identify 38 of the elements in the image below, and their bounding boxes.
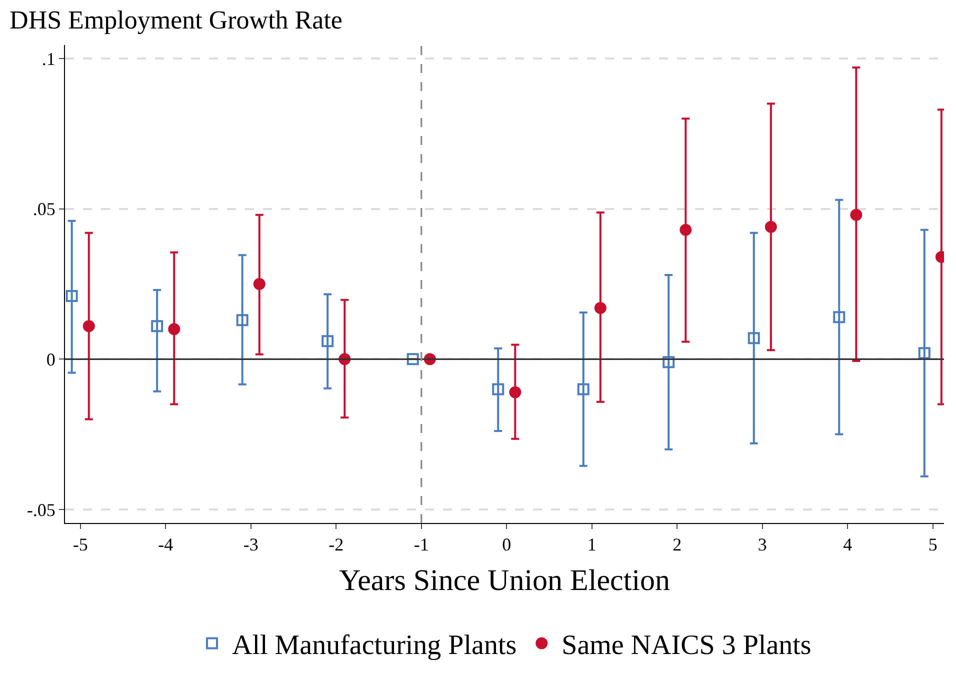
x-tick-label: 5 <box>928 534 938 555</box>
x-axis-title: Years Since Union Election <box>338 564 670 598</box>
point <box>66 290 78 302</box>
point <box>577 383 590 396</box>
point <box>748 332 760 344</box>
x-tick-label: -2 <box>328 534 344 555</box>
point <box>764 220 777 233</box>
x-tick-label: 3 <box>758 534 767 555</box>
x-tick-label: -4 <box>158 534 174 555</box>
point <box>833 311 846 324</box>
x-tick-label: 0 <box>502 534 512 555</box>
point <box>509 386 522 398</box>
chart-title: DHS Employment Growth Rate <box>10 5 342 34</box>
point <box>680 224 692 236</box>
point <box>253 278 266 290</box>
x-tick-label: -3 <box>243 534 258 555</box>
y-tick-label: -.05 <box>26 500 56 520</box>
x-tick-label: 4 <box>843 534 852 555</box>
point <box>850 208 862 221</box>
x-tick-label: -5 <box>72 534 88 555</box>
point <box>594 302 606 314</box>
y-tick-label: .1 <box>42 48 56 69</box>
point <box>322 335 334 348</box>
y-tick-label: 0 <box>46 349 56 370</box>
x-tick-label: -1 <box>414 534 429 555</box>
point <box>662 356 675 368</box>
point <box>492 383 504 396</box>
x-tick-label: 2 <box>672 534 682 555</box>
legend-label: Same NAICS 3 Plants <box>562 630 812 662</box>
legend-label: All Manufacturing Plants <box>232 630 517 662</box>
point <box>918 347 930 360</box>
x-tick-label: 1 <box>587 534 596 555</box>
point <box>168 323 180 336</box>
point <box>406 353 419 366</box>
y-tick-label: .05 <box>32 199 56 220</box>
point <box>236 314 248 326</box>
point <box>82 320 95 332</box>
point <box>151 320 164 332</box>
